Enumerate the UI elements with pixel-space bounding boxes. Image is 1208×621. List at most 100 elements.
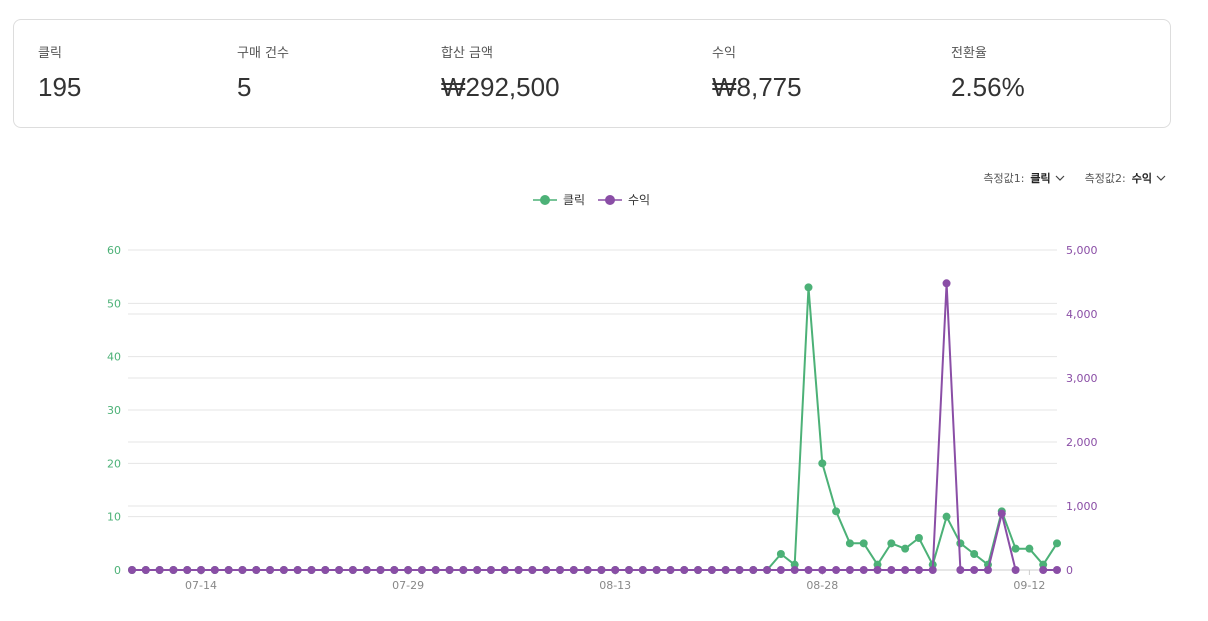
data-point	[597, 566, 606, 574]
data-point	[183, 566, 192, 574]
data-point	[1011, 544, 1020, 553]
data-point	[348, 566, 357, 574]
x-tick-label: 09-12	[1013, 579, 1045, 592]
data-point	[335, 566, 344, 574]
data-point	[555, 566, 564, 574]
data-point	[997, 509, 1006, 518]
metric-value: 2.56%	[951, 72, 1025, 102]
metric1-selector[interactable]: 측정값1: 클릭	[983, 170, 1065, 186]
data-point	[942, 512, 951, 521]
data-point	[210, 566, 219, 574]
legend-label: 수익	[628, 193, 650, 207]
data-point	[694, 566, 703, 574]
metric-value: 195	[38, 72, 82, 102]
data-point	[542, 566, 551, 574]
x-tick-label: 08-28	[806, 579, 838, 592]
data-point	[459, 566, 468, 574]
data-point	[873, 566, 882, 574]
data-point	[818, 459, 827, 468]
data-point	[128, 566, 136, 574]
x-tick-label: 07-14	[185, 579, 217, 592]
y-left-tick-label: 30	[107, 404, 121, 417]
y-left-tick-label: 40	[107, 351, 121, 364]
series-clicks	[128, 283, 1061, 574]
data-point	[983, 566, 992, 574]
data-point	[707, 566, 716, 574]
data-point	[859, 539, 868, 548]
data-point	[390, 566, 399, 574]
data-point	[914, 534, 923, 542]
data-point	[970, 566, 979, 574]
legend-marker	[605, 195, 615, 205]
metric-label: 수익	[712, 46, 736, 61]
metric-value: ₩292,500	[441, 72, 560, 102]
legend-label: 클릭	[563, 193, 585, 207]
data-point	[625, 566, 634, 574]
data-point	[776, 566, 785, 574]
data-point	[776, 550, 785, 558]
data-point	[680, 566, 689, 574]
line-chart: 0 10 20 30 40 50 60 0 1,000 2,000 3,000 4,000 5,000 0…	[107, 193, 1098, 592]
data-point	[528, 566, 537, 574]
data-point	[845, 539, 854, 548]
metric1-selector-label: 측정값1:	[983, 172, 1025, 185]
data-point	[321, 566, 330, 574]
y-right-tick-label: 4,000	[1066, 308, 1098, 321]
summary-card: 클릭 195 구매 건수 5 합산 금액 ₩292,500 수익 ₩8,775 …	[13, 19, 1171, 128]
data-point	[293, 566, 302, 574]
data-point	[832, 566, 841, 574]
data-point	[224, 566, 233, 574]
data-point	[749, 566, 758, 574]
data-point	[307, 566, 316, 574]
legend-item: 클릭	[533, 193, 585, 207]
data-point	[804, 566, 813, 574]
data-point	[473, 566, 482, 574]
metric-label: 합산 금액	[441, 46, 493, 61]
data-point	[804, 283, 813, 292]
y-left-tick-label: 20	[107, 457, 121, 470]
y-right-tick-label: 5,000	[1066, 244, 1098, 257]
data-point	[583, 566, 592, 574]
data-point	[818, 566, 827, 574]
data-point	[652, 566, 661, 574]
metric-selectors: 측정값1: 클릭 측정값2: 수익	[983, 170, 1166, 186]
data-point	[832, 507, 841, 516]
data-point	[266, 566, 275, 574]
data-point	[611, 566, 620, 574]
data-point	[362, 566, 371, 574]
data-point	[1039, 566, 1048, 574]
data-point	[376, 566, 385, 574]
data-point	[721, 566, 730, 574]
data-point	[1053, 539, 1061, 548]
y-right-tick-label: 3,000	[1066, 372, 1098, 385]
data-point	[845, 566, 854, 574]
data-point	[763, 566, 772, 574]
data-point	[514, 566, 523, 574]
metric-label: 전환율	[951, 46, 987, 61]
data-point	[1053, 566, 1061, 574]
metric2-selector-label: 측정값2:	[1084, 172, 1126, 185]
data-point	[197, 566, 206, 574]
data-point	[859, 566, 868, 574]
legend: 클릭 수익	[533, 193, 650, 207]
y-left-tick-label: 10	[107, 511, 121, 524]
data-point	[956, 539, 965, 548]
data-point	[500, 566, 509, 574]
data-point	[638, 566, 647, 574]
y-left-tick-label: 60	[107, 244, 121, 257]
data-point	[790, 566, 799, 574]
metric2-selector[interactable]: 측정값2: 수익	[1085, 170, 1166, 186]
metric-value: ₩8,775	[712, 72, 802, 102]
data-point	[141, 566, 150, 574]
series-line	[132, 282, 1017, 571]
data-point	[970, 550, 979, 558]
legend-marker	[540, 195, 550, 205]
data-point	[238, 566, 247, 574]
y-right-tick-label: 0	[1066, 564, 1073, 577]
data-point	[901, 544, 910, 553]
series-revenue	[128, 279, 1061, 574]
metric1-selector-value: 클릭	[1030, 172, 1051, 185]
data-point	[169, 566, 178, 574]
x-tick-label: 08-13	[599, 579, 631, 592]
data-point	[942, 279, 951, 288]
